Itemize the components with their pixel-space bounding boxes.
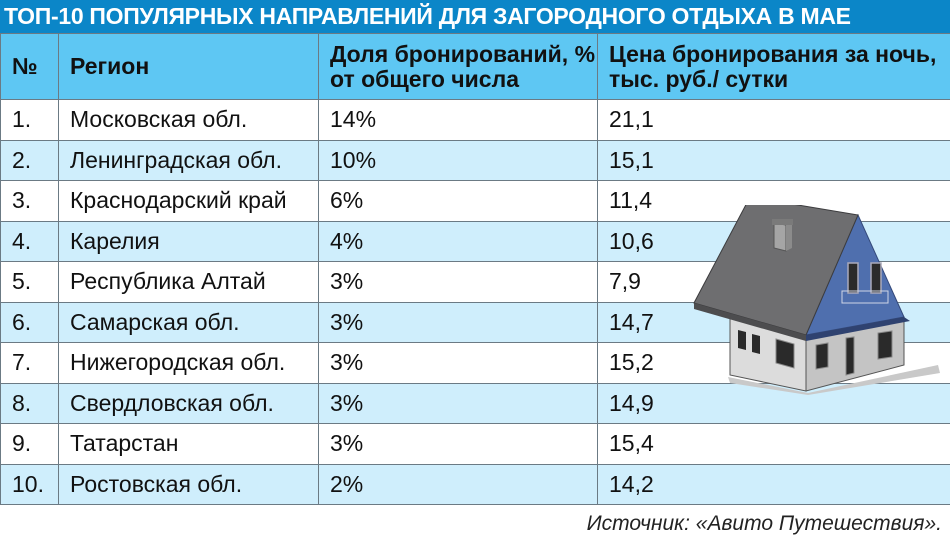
cell-num: 10. <box>0 463 59 505</box>
cell-num: 8. <box>0 382 59 424</box>
cell-share: 10% <box>318 139 598 181</box>
cell-num: 6. <box>0 301 59 343</box>
table-row: 5. Республика Алтай 3% 7,9 <box>0 261 950 303</box>
cell-price: 21,1 <box>597 99 950 141</box>
cell-num: 1. <box>0 99 59 141</box>
cell-share: 6% <box>318 180 598 222</box>
cell-region: Краснодарский край <box>58 180 319 222</box>
page-title: ТОП-10 ПОПУЛЯРНЫХ НАПРАВЛЕНИЙ ДЛЯ ЗАГОРО… <box>0 0 950 33</box>
source-caption: Источник: «Авито Путешествия». <box>586 512 942 535</box>
table-header-row: № Регион Доля бронирований, % от общего … <box>0 33 950 100</box>
cell-share: 2% <box>318 463 598 505</box>
cell-share: 4% <box>318 220 598 262</box>
cell-share: 14% <box>318 99 598 141</box>
cell-region: Свердловская обл. <box>58 382 319 424</box>
cell-price: 15,4 <box>597 423 950 465</box>
table-row: 2. Ленинградская обл. 10% 15,1 <box>0 139 950 181</box>
table-row: 8. Свердловская обл. 3% 14,9 <box>0 382 950 424</box>
cell-num: 2. <box>0 139 59 181</box>
cell-price: 14,2 <box>597 463 950 505</box>
header-region: Регион <box>58 33 319 100</box>
cell-price: 14,9 <box>597 382 950 424</box>
cell-num: 4. <box>0 220 59 262</box>
cell-region: Карелия <box>58 220 319 262</box>
cell-price: 15,1 <box>597 139 950 181</box>
cell-share: 3% <box>318 423 598 465</box>
cell-region: Московская обл. <box>58 99 319 141</box>
table-row: 10. Ростовская обл. 2% 14,2 <box>0 463 950 505</box>
cell-region: Нижегородская обл. <box>58 342 319 384</box>
cell-share: 3% <box>318 301 598 343</box>
cell-share: 3% <box>318 382 598 424</box>
cell-num: 9. <box>0 423 59 465</box>
table-row: 9. Татарстан 3% 15,4 <box>0 423 950 465</box>
house-icon <box>693 205 940 395</box>
table-row: 1. Московская обл. 14% 21,1 <box>0 99 950 141</box>
cell-region: Ростовская обл. <box>58 463 319 505</box>
cell-region: Республика Алтай <box>58 261 319 303</box>
cell-region: Ленинградская обл. <box>58 139 319 181</box>
cell-share: 3% <box>318 261 598 303</box>
header-share: Доля бронирований, % от общего числа <box>318 33 598 100</box>
cell-region: Татарстан <box>58 423 319 465</box>
cell-share: 3% <box>318 342 598 384</box>
header-price: Цена бронирования за ночь, тыс. руб./ су… <box>597 33 950 100</box>
cell-num: 7. <box>0 342 59 384</box>
header-num: № <box>0 33 59 100</box>
cell-num: 3. <box>0 180 59 222</box>
cell-region: Самарская обл. <box>58 301 319 343</box>
cell-num: 5. <box>0 261 59 303</box>
